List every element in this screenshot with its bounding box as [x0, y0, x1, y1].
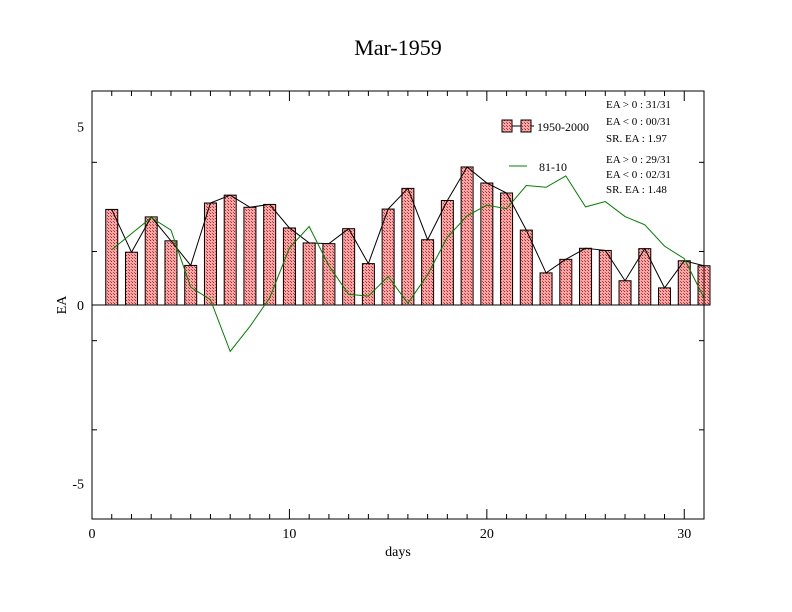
x-axis-label: days [385, 545, 411, 560]
bar [223, 194, 237, 306]
stat-line: EA > 0 : 31/31 [606, 99, 671, 111]
bar [282, 227, 296, 306]
bar [203, 202, 217, 306]
bar [559, 258, 573, 306]
bar [598, 249, 612, 306]
legend-swatch-bar [520, 119, 532, 133]
legend-swatch-bar [501, 119, 513, 133]
bar [579, 247, 593, 306]
y-tick-label: 5 [77, 121, 84, 136]
x-tick-label: 30 [677, 527, 691, 542]
bar [184, 264, 198, 306]
bar [401, 187, 415, 306]
stat-line: SR. EA : 1.97 [606, 133, 667, 145]
bar [361, 263, 375, 306]
legend-label-1950-2000: 1950-2000 [537, 120, 589, 134]
chart-title: Mar-1959 [354, 35, 442, 60]
bar [164, 240, 178, 306]
legend: 1950-2000 81-10 [501, 119, 589, 174]
bar [243, 206, 257, 306]
bar [381, 208, 395, 306]
stats-block-81-10: EA > 0 : 29/31 EA < 0 : 02/31 SR. EA : 1… [606, 154, 671, 196]
stats-block-1950-2000: EA > 0 : 31/31 EA < 0 : 00/31 SR. EA : 1… [606, 99, 671, 145]
stat-line: SR. EA : 1.48 [606, 184, 667, 196]
plot-frame [91, 90, 705, 520]
series-line-81-10 [111, 175, 705, 353]
legend-label-81-10: 81-10 [539, 160, 567, 174]
bar [539, 272, 553, 306]
bar [144, 216, 158, 306]
bar [460, 166, 474, 306]
series-line-1950-2000 [111, 166, 705, 289]
stat-line: EA > 0 : 29/31 [606, 154, 671, 166]
legend-entry-81-10: 81-10 [509, 160, 567, 174]
y-tick-label: 0 [77, 299, 84, 314]
y-axis-label: EA [55, 295, 70, 315]
stat-line: EA < 0 : 00/31 [606, 116, 671, 128]
x-tick-label: 0 [89, 527, 96, 542]
legend-entry-1950-2000: 1950-2000 [501, 119, 589, 134]
bar [618, 280, 632, 306]
bar [263, 203, 277, 306]
bar [480, 182, 494, 306]
x-tick-label: 20 [480, 527, 494, 542]
bar [302, 242, 316, 306]
bar [440, 199, 454, 306]
x-tick-label: 10 [282, 527, 296, 542]
stat-line: EA < 0 : 02/31 [606, 169, 671, 181]
bar [658, 287, 672, 306]
y-tick-label: -5 [72, 477, 84, 492]
bar [322, 243, 336, 306]
bar [105, 208, 119, 306]
plot-area [92, 166, 711, 353]
axis-ticks: 0 10 20 30 -5 0 5 [72, 91, 705, 542]
bar [421, 239, 435, 306]
bar [500, 192, 514, 306]
bar [124, 251, 138, 306]
bar [519, 229, 533, 306]
